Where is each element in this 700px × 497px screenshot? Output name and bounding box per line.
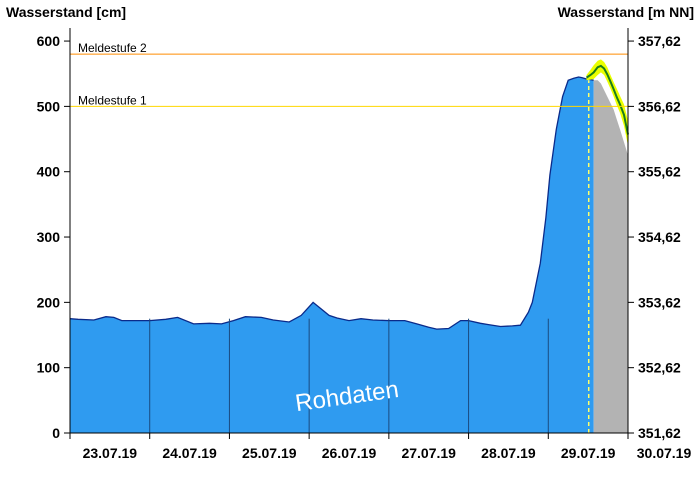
threshold-label: Meldestufe 1 <box>78 93 147 107</box>
x-tick-label: 28.07.19 <box>481 445 536 461</box>
measured-line <box>69 76 594 330</box>
left-tick-label: 600 <box>37 33 61 49</box>
left-axis-title: Wasserstand [cm] <box>6 4 126 20</box>
right-tick-label: 354,62 <box>638 229 681 245</box>
right-tick-label: 356,62 <box>638 98 681 114</box>
right-axis-title: Wasserstand [m NN] <box>558 4 694 20</box>
forecast-median-line <box>585 64 629 135</box>
x-tick-label: 23.07.19 <box>83 445 138 461</box>
right-tick-label: 353,62 <box>638 294 681 310</box>
right-tick-label: 357,62 <box>638 33 681 49</box>
left-tick-label: 400 <box>37 164 61 180</box>
plot-area: Meldestufe 2 Meldestufe 1 <box>69 41 629 434</box>
x-tick-label: 25.07.19 <box>242 445 297 461</box>
left-tick-label: 500 <box>37 98 61 114</box>
measured-area <box>70 77 594 433</box>
right-tick-label: 355,62 <box>638 164 681 180</box>
left-tick-label: 100 <box>37 360 61 376</box>
x-tick-label: 24.07.19 <box>162 445 217 461</box>
x-tick-label: 26.07.19 <box>322 445 377 461</box>
left-tick-label: 300 <box>37 229 61 245</box>
forecast-range-area <box>593 80 628 434</box>
x-tick-label: 27.07.19 <box>401 445 456 461</box>
axes: 0 100 200 300 400 500 600 351,62 352,62 353,62 354… <box>37 28 692 461</box>
right-tick-label: 351,62 <box>638 425 681 441</box>
x-tick-label: 30.07.19 <box>637 445 692 461</box>
left-tick-label: 0 <box>52 425 60 441</box>
x-tick-label: 29.07.19 <box>561 445 616 461</box>
threshold-label: Meldestufe 2 <box>78 41 147 55</box>
left-tick-label: 200 <box>37 294 61 310</box>
right-tick-label: 352,62 <box>638 360 681 376</box>
